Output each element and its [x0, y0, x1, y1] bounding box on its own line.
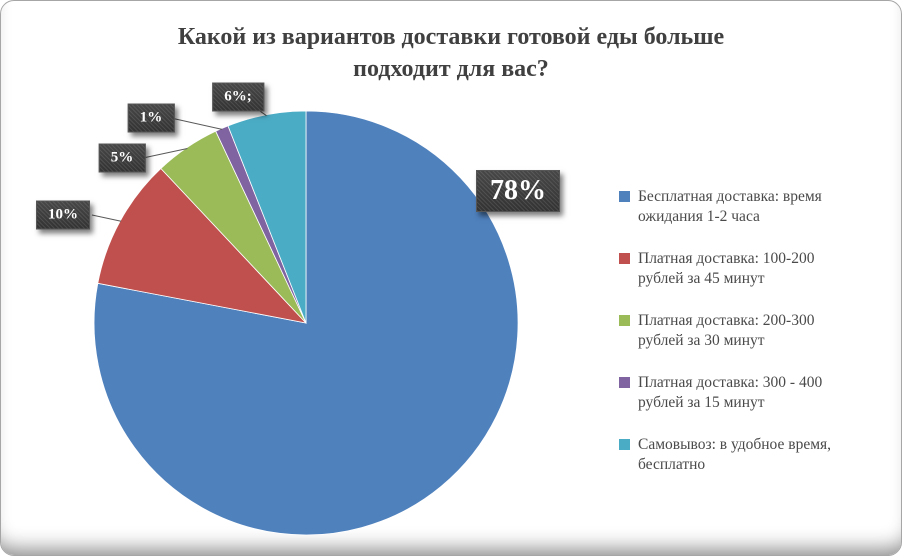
legend-swatch-purple: [619, 376, 630, 388]
chart-legend: Бесплатная доставка: время ожидания 1-2 …: [619, 187, 881, 476]
legend-swatch-teal: [619, 438, 630, 450]
data-label-78: 78%: [476, 170, 560, 212]
data-label-5: 5%: [98, 143, 146, 173]
legend-swatch-red: [619, 252, 630, 264]
legend-item-free-delivery: Бесплатная доставка: время ожидания 1-2 …: [619, 187, 881, 228]
chart-title: Какой из вариантов доставки готовой еды …: [1, 21, 901, 86]
leader-line: [91, 214, 122, 222]
legend-swatch-green: [619, 314, 630, 326]
pie-slice-4: [227, 110, 307, 324]
leader-line: [256, 108, 267, 117]
legend-label: Платная доставка: 300 - 400 рублей за 15…: [638, 373, 823, 412]
legend-item-pickup: Самовывоз: в удобное время, бесплатно: [619, 435, 881, 476]
legend-label: Бесплатная доставка: время ожидания 1-2 …: [638, 188, 822, 226]
legend-label: Самовывоз: в удобное время, бесплатно: [638, 435, 832, 474]
legend-swatch-blue: [619, 191, 630, 202]
legend-label: Платная доставка: 100-200 рублей за 45 м…: [638, 249, 815, 288]
leader-line: [170, 117, 223, 130]
legend-item-paid-300-400: Платная доставка: 300 - 400 рублей за 15…: [619, 373, 881, 414]
legend-item-paid-100-200: Платная доставка: 100-200 рублей за 45 м…: [619, 249, 881, 290]
data-label-10: 10%: [36, 200, 90, 230]
data-label-6: 6%;: [212, 82, 264, 112]
legend-item-paid-200-300: Платная доставка: 200-300 рублей за 30 м…: [619, 311, 881, 352]
data-label-1: 1%: [127, 103, 175, 133]
legend-label: Платная доставка: 200-300 рублей за 30 м…: [638, 311, 815, 350]
leader-line: [142, 148, 188, 159]
chart-title-text: Какой из вариантов доставки готовой еды …: [177, 24, 725, 83]
